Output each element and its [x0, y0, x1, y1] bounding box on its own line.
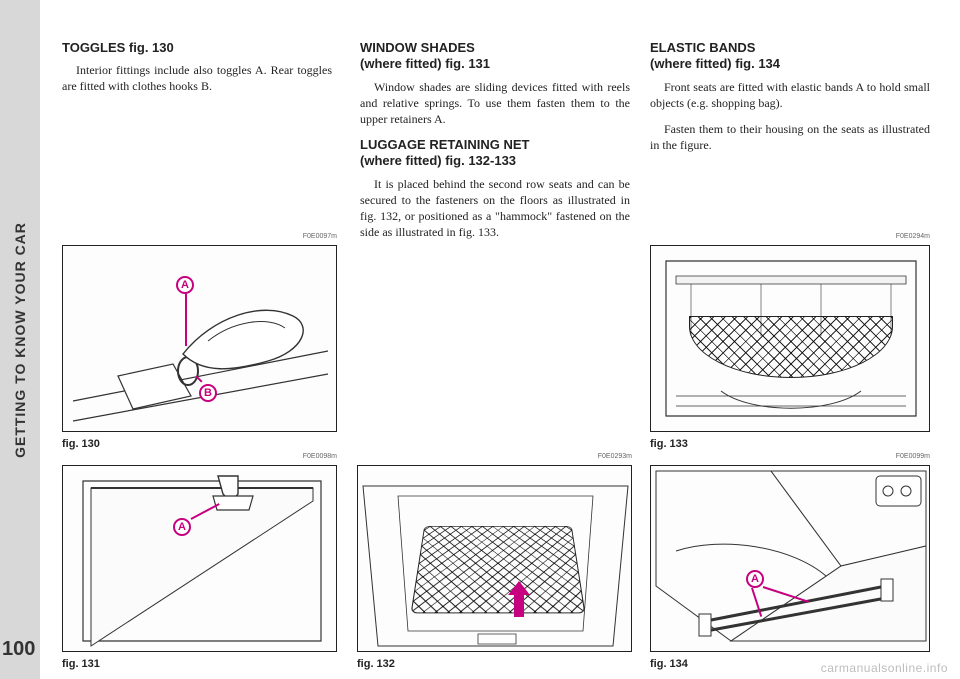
figure-134-image: A — [650, 465, 930, 652]
heading-window-shades-line1: WINDOW SHADES — [360, 40, 475, 55]
callout-b: B — [199, 384, 217, 402]
page-number: 100 — [2, 638, 35, 661]
figure-133-caption: fig. 133 — [650, 438, 688, 450]
arrow-up-icon — [508, 581, 530, 617]
heading-toggles: TOGGLES fig. 130 — [62, 40, 332, 56]
heading-luggage-net-line1: LUGGAGE RETAINING NET — [360, 137, 529, 152]
column-3: ELASTIC BANDS (where fitted) fig. 134 Fr… — [650, 40, 930, 163]
figure-131: F0E0098m A fig. 131 — [62, 465, 337, 652]
figure-133: F0E0294m fig. 133 — [650, 245, 930, 432]
para-window-shades: Window shades are sliding devices fitted… — [360, 79, 630, 128]
figure-132-code: F0E0293m — [598, 453, 632, 460]
callout-a-134: A — [746, 570, 764, 588]
heading-elastic-bands-line2: (where fitted) fig. 134 — [650, 56, 780, 71]
figure-134-code: F0E0099m — [896, 453, 930, 460]
figure-133-code: F0E0294m — [896, 233, 930, 240]
watermark: carmanualsonline.info — [821, 661, 948, 675]
para-toggles: Interior fittings include also toggles A… — [62, 62, 332, 94]
callout-a-line — [185, 294, 187, 346]
figure-131-image: A — [62, 465, 337, 652]
figure-134-svg — [651, 466, 930, 652]
callout-a: A — [176, 276, 194, 294]
figure-131-caption: fig. 131 — [62, 658, 100, 670]
heading-luggage-net: LUGGAGE RETAINING NET (where fitted) fig… — [360, 137, 630, 170]
callout-a-131: A — [173, 518, 191, 536]
figure-134-caption: fig. 134 — [650, 658, 688, 670]
heading-elastic-bands: ELASTIC BANDS (where fitted) fig. 134 — [650, 40, 930, 73]
figure-131-code: F0E0098m — [303, 453, 337, 460]
para-luggage-net: It is placed behind the second row seats… — [360, 176, 630, 241]
cargo-net-floor — [411, 526, 586, 613]
para-elastic-bands-1: Front seats are fitted with elastic band… — [650, 79, 930, 111]
heading-luggage-net-line2: (where fitted) fig. 132-133 — [360, 153, 516, 168]
heading-window-shades: WINDOW SHADES (where fitted) fig. 131 — [360, 40, 630, 73]
figure-134: F0E0099m A fig. 1 — [650, 465, 930, 652]
column-1: TOGGLES fig. 130 Interior fittings inclu… — [62, 40, 332, 105]
figure-130: F0E0097m A B fig. 130 — [62, 245, 337, 432]
figure-132-image — [357, 465, 632, 652]
figure-132-caption: fig. 132 — [357, 658, 395, 670]
figure-130-svg — [63, 246, 337, 432]
manual-page: GETTING TO KNOW YOUR CAR 100 TOGGLES fig… — [0, 0, 960, 679]
figure-131-svg — [63, 466, 337, 652]
figure-130-code: F0E0097m — [303, 233, 337, 240]
figure-130-image: A B — [62, 245, 337, 432]
figure-132: F0E0293m fig. 132 — [357, 465, 632, 652]
para-elastic-bands-2: Fasten them to their housing on the seat… — [650, 121, 930, 153]
sidebar: GETTING TO KNOW YOUR CAR 100 — [0, 0, 40, 679]
figure-130-caption: fig. 130 — [62, 438, 100, 450]
heading-window-shades-line2: (where fitted) fig. 131 — [360, 56, 490, 71]
chapter-title: GETTING TO KNOW YOUR CAR — [12, 222, 28, 458]
figure-133-image — [650, 245, 930, 432]
column-2: WINDOW SHADES (where fitted) fig. 131 Wi… — [360, 40, 630, 250]
heading-elastic-bands-line1: ELASTIC BANDS — [650, 40, 755, 55]
